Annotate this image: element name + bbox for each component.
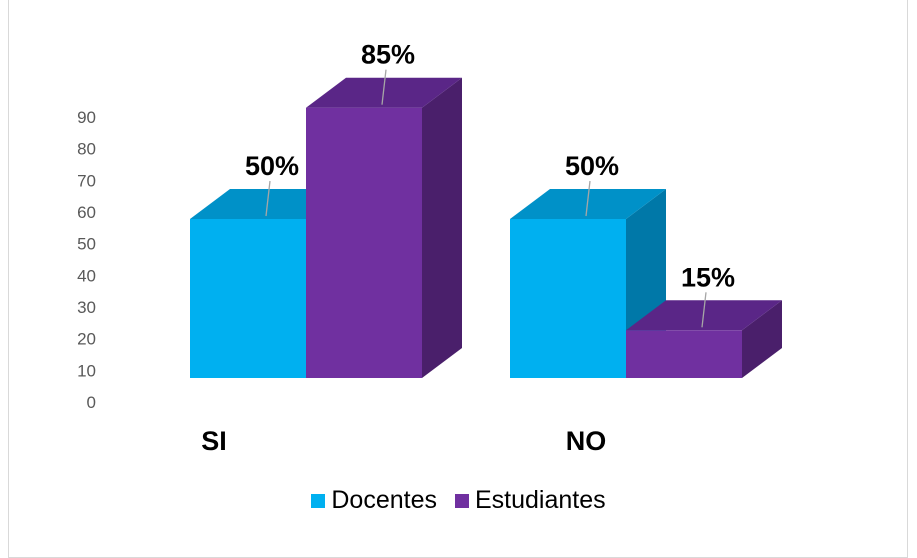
bar-front <box>190 219 306 378</box>
y-tick-label: 80 <box>77 140 96 159</box>
label-leader <box>265 180 271 217</box>
y-tick-label: 40 <box>77 266 96 285</box>
bar-front <box>626 330 742 378</box>
data-label: 15% <box>681 262 735 292</box>
bar-side <box>422 77 462 378</box>
bar-front <box>306 107 422 378</box>
category-label: SI <box>201 426 227 456</box>
bar-side <box>742 300 782 378</box>
legend-item-estudiantes: Estudiantes <box>454 486 606 515</box>
legend-label-estudiantes: Estudiantes <box>474 486 606 514</box>
legend-label-docentes: Docentes <box>331 486 437 514</box>
category-labels: SI NO <box>201 426 606 456</box>
y-tick-label: 90 <box>77 108 96 127</box>
category-label: NO <box>566 426 607 456</box>
y-tick-label: 10 <box>77 361 96 380</box>
y-tick-label: 60 <box>77 203 96 222</box>
label-leader <box>701 292 707 328</box>
y-tick-label: 20 <box>77 330 96 349</box>
data-label: 50% <box>245 151 299 181</box>
legend-swatch-docentes <box>311 493 326 508</box>
data-label: 85% <box>361 40 415 70</box>
bar-front <box>510 219 626 378</box>
bar-group <box>190 77 782 378</box>
y-tick-label: 50 <box>77 235 96 254</box>
label-leader <box>381 69 387 105</box>
y-tick-label: 0 <box>87 393 96 412</box>
legend-item-docentes: Docentes <box>311 486 437 515</box>
bar-chart: 0 10 20 30 40 50 60 70 80 90 50% 85% 50% 15% SI NO <box>77 40 782 456</box>
y-tick-label: 70 <box>77 171 96 190</box>
data-label: 50% <box>565 151 619 181</box>
legend: Docentes Estudiantes <box>0 486 917 515</box>
label-leader <box>585 180 591 217</box>
y-axis-ticks: 0 10 20 30 40 50 60 70 80 90 <box>77 108 96 412</box>
legend-swatch-estudiantes <box>454 493 469 508</box>
y-tick-label: 30 <box>77 298 96 317</box>
data-labels: 50% 85% 50% 15% <box>245 40 735 328</box>
